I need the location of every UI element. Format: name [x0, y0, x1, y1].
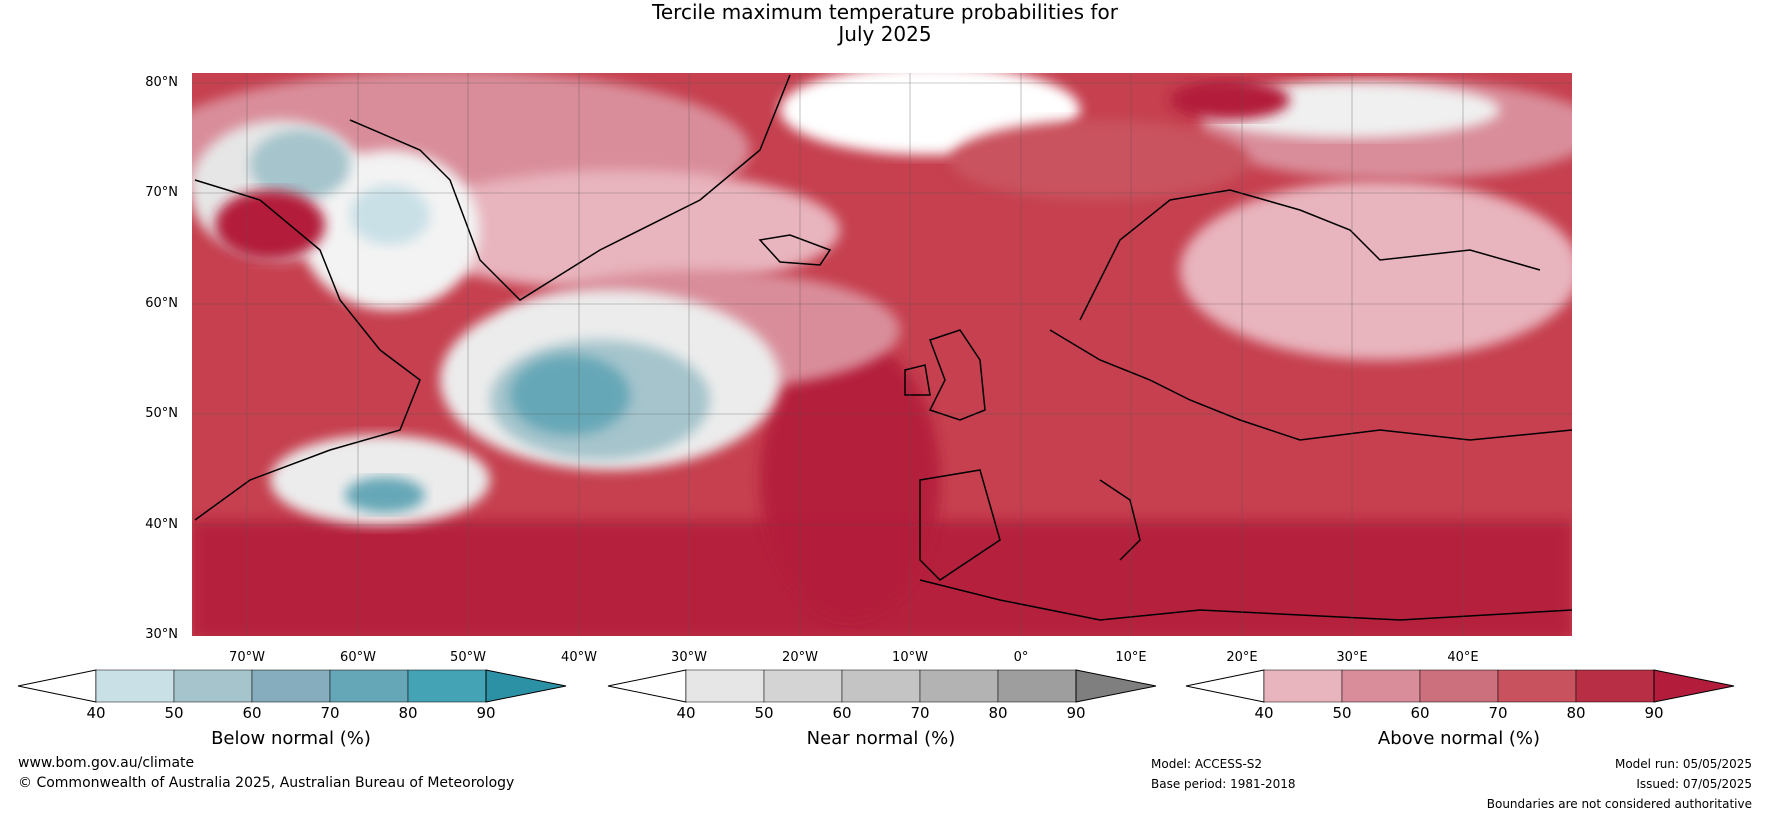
colorbar-above-title: Above normal (%): [1377, 728, 1541, 749]
colorbar-above-tick-80: 80: [1566, 704, 1586, 722]
colorbar-above-tick-60: 60: [1410, 704, 1430, 722]
colorbar-below-tick-50: 50: [164, 704, 184, 722]
chart-title-line1: Tercile maximum temperature probabilitie…: [652, 0, 1118, 24]
lon-label-10w: 10°W: [892, 650, 928, 665]
colorbar-near-tick-90: 90: [1066, 704, 1086, 722]
footer-base-period: Base period: 1981-2018: [1151, 777, 1296, 791]
colorbar-above-tick-90: 90: [1644, 704, 1664, 722]
colorbar-above-tick-40: 40: [1254, 704, 1274, 722]
lat-label-60n: 60°N: [145, 296, 178, 311]
colorbar-near-swatch-3: [919, 669, 999, 703]
map-field: [192, 73, 1572, 636]
colorbar-above-swatch-4: [1575, 669, 1655, 703]
coastlines: [194, 74, 1572, 621]
colorbar-below-tick-70: 70: [320, 704, 340, 722]
lon-label-70w: 70°W: [229, 650, 265, 665]
colorbar-below-swatch-0: [95, 669, 175, 703]
colorbar-near-tick-40: 40: [676, 704, 696, 722]
lat-label-30n: 30°N: [145, 627, 178, 642]
lon-label-50w: 50°W: [450, 650, 486, 665]
lon-label-30w: 30°W: [671, 650, 707, 665]
lon-label-10e: 10°E: [1115, 650, 1147, 665]
colorbar-near-title: Near normal (%): [806, 728, 956, 749]
colorbar-above-swatch-3: [1497, 669, 1577, 703]
colorbar-above-normal: [1185, 669, 1735, 703]
graticule: [192, 73, 1572, 636]
colorbar-near-swatch-1: [763, 669, 843, 703]
colorbar-below-swatch-2: [251, 669, 331, 703]
colorbar-below-tick-40: 40: [86, 704, 106, 722]
colorbar-near-tick-60: 60: [832, 704, 852, 722]
colorbar-above-swatch-0: [1263, 669, 1343, 703]
footer-website[interactable]: www.bom.gov.au/climate: [18, 755, 195, 771]
lon-label-60w: 60°W: [340, 650, 376, 665]
lon-label-0: 0°: [1013, 650, 1029, 665]
colorbar-above-swatch-2: [1419, 669, 1499, 703]
colorbar-below-normal: [17, 669, 567, 703]
colorbar-near-swatch-2: [841, 669, 921, 703]
lon-label-20e: 20°E: [1226, 650, 1258, 665]
colorbar-near-tick-50: 50: [754, 704, 774, 722]
colorbar-near-tick-80: 80: [988, 704, 1008, 722]
lon-label-30e: 30°E: [1336, 650, 1368, 665]
footer-disclaimer: Boundaries are not considered authoritat…: [1486, 797, 1752, 811]
colorbar-below-tick-90: 90: [476, 704, 496, 722]
colorbar-near-tick-70: 70: [910, 704, 930, 722]
colorbar-below-swatch-3: [329, 669, 409, 703]
footer-issued: Issued: 07/05/2025: [1636, 777, 1752, 791]
colorbar-near-swatch-0: [685, 669, 765, 703]
lon-label-40e: 40°E: [1447, 650, 1479, 665]
colorbar-near-swatch-4: [997, 669, 1077, 703]
lat-label-70n: 70°N: [145, 185, 178, 200]
lon-label-40w: 40°W: [561, 650, 597, 665]
lon-label-20w: 20°W: [782, 650, 818, 665]
chart-title-line2: July 2025: [838, 22, 932, 46]
footer-copyright: © Commonwealth of Australia 2025, Austra…: [18, 775, 515, 791]
footer-model: Model: ACCESS-S2: [1151, 757, 1263, 771]
colorbar-above-swatch-1: [1341, 669, 1421, 703]
colorbar-below-swatch-4: [407, 669, 487, 703]
colorbar-below-tick-80: 80: [398, 704, 418, 722]
colorbar-below-swatch-1: [173, 669, 253, 703]
lat-label-40n: 40°N: [145, 517, 178, 532]
colorbar-above-tick-70: 70: [1488, 704, 1508, 722]
colorbar-below-tick-60: 60: [242, 704, 262, 722]
lat-label-50n: 50°N: [145, 406, 178, 421]
lat-label-80n: 80°N: [145, 75, 178, 90]
colorbar-below-title: Below normal (%): [211, 728, 371, 749]
footer-model-run: Model run: 05/05/2025: [1614, 757, 1752, 771]
colorbar-near-normal: [607, 669, 1157, 703]
colorbar-above-tick-50: 50: [1332, 704, 1352, 722]
